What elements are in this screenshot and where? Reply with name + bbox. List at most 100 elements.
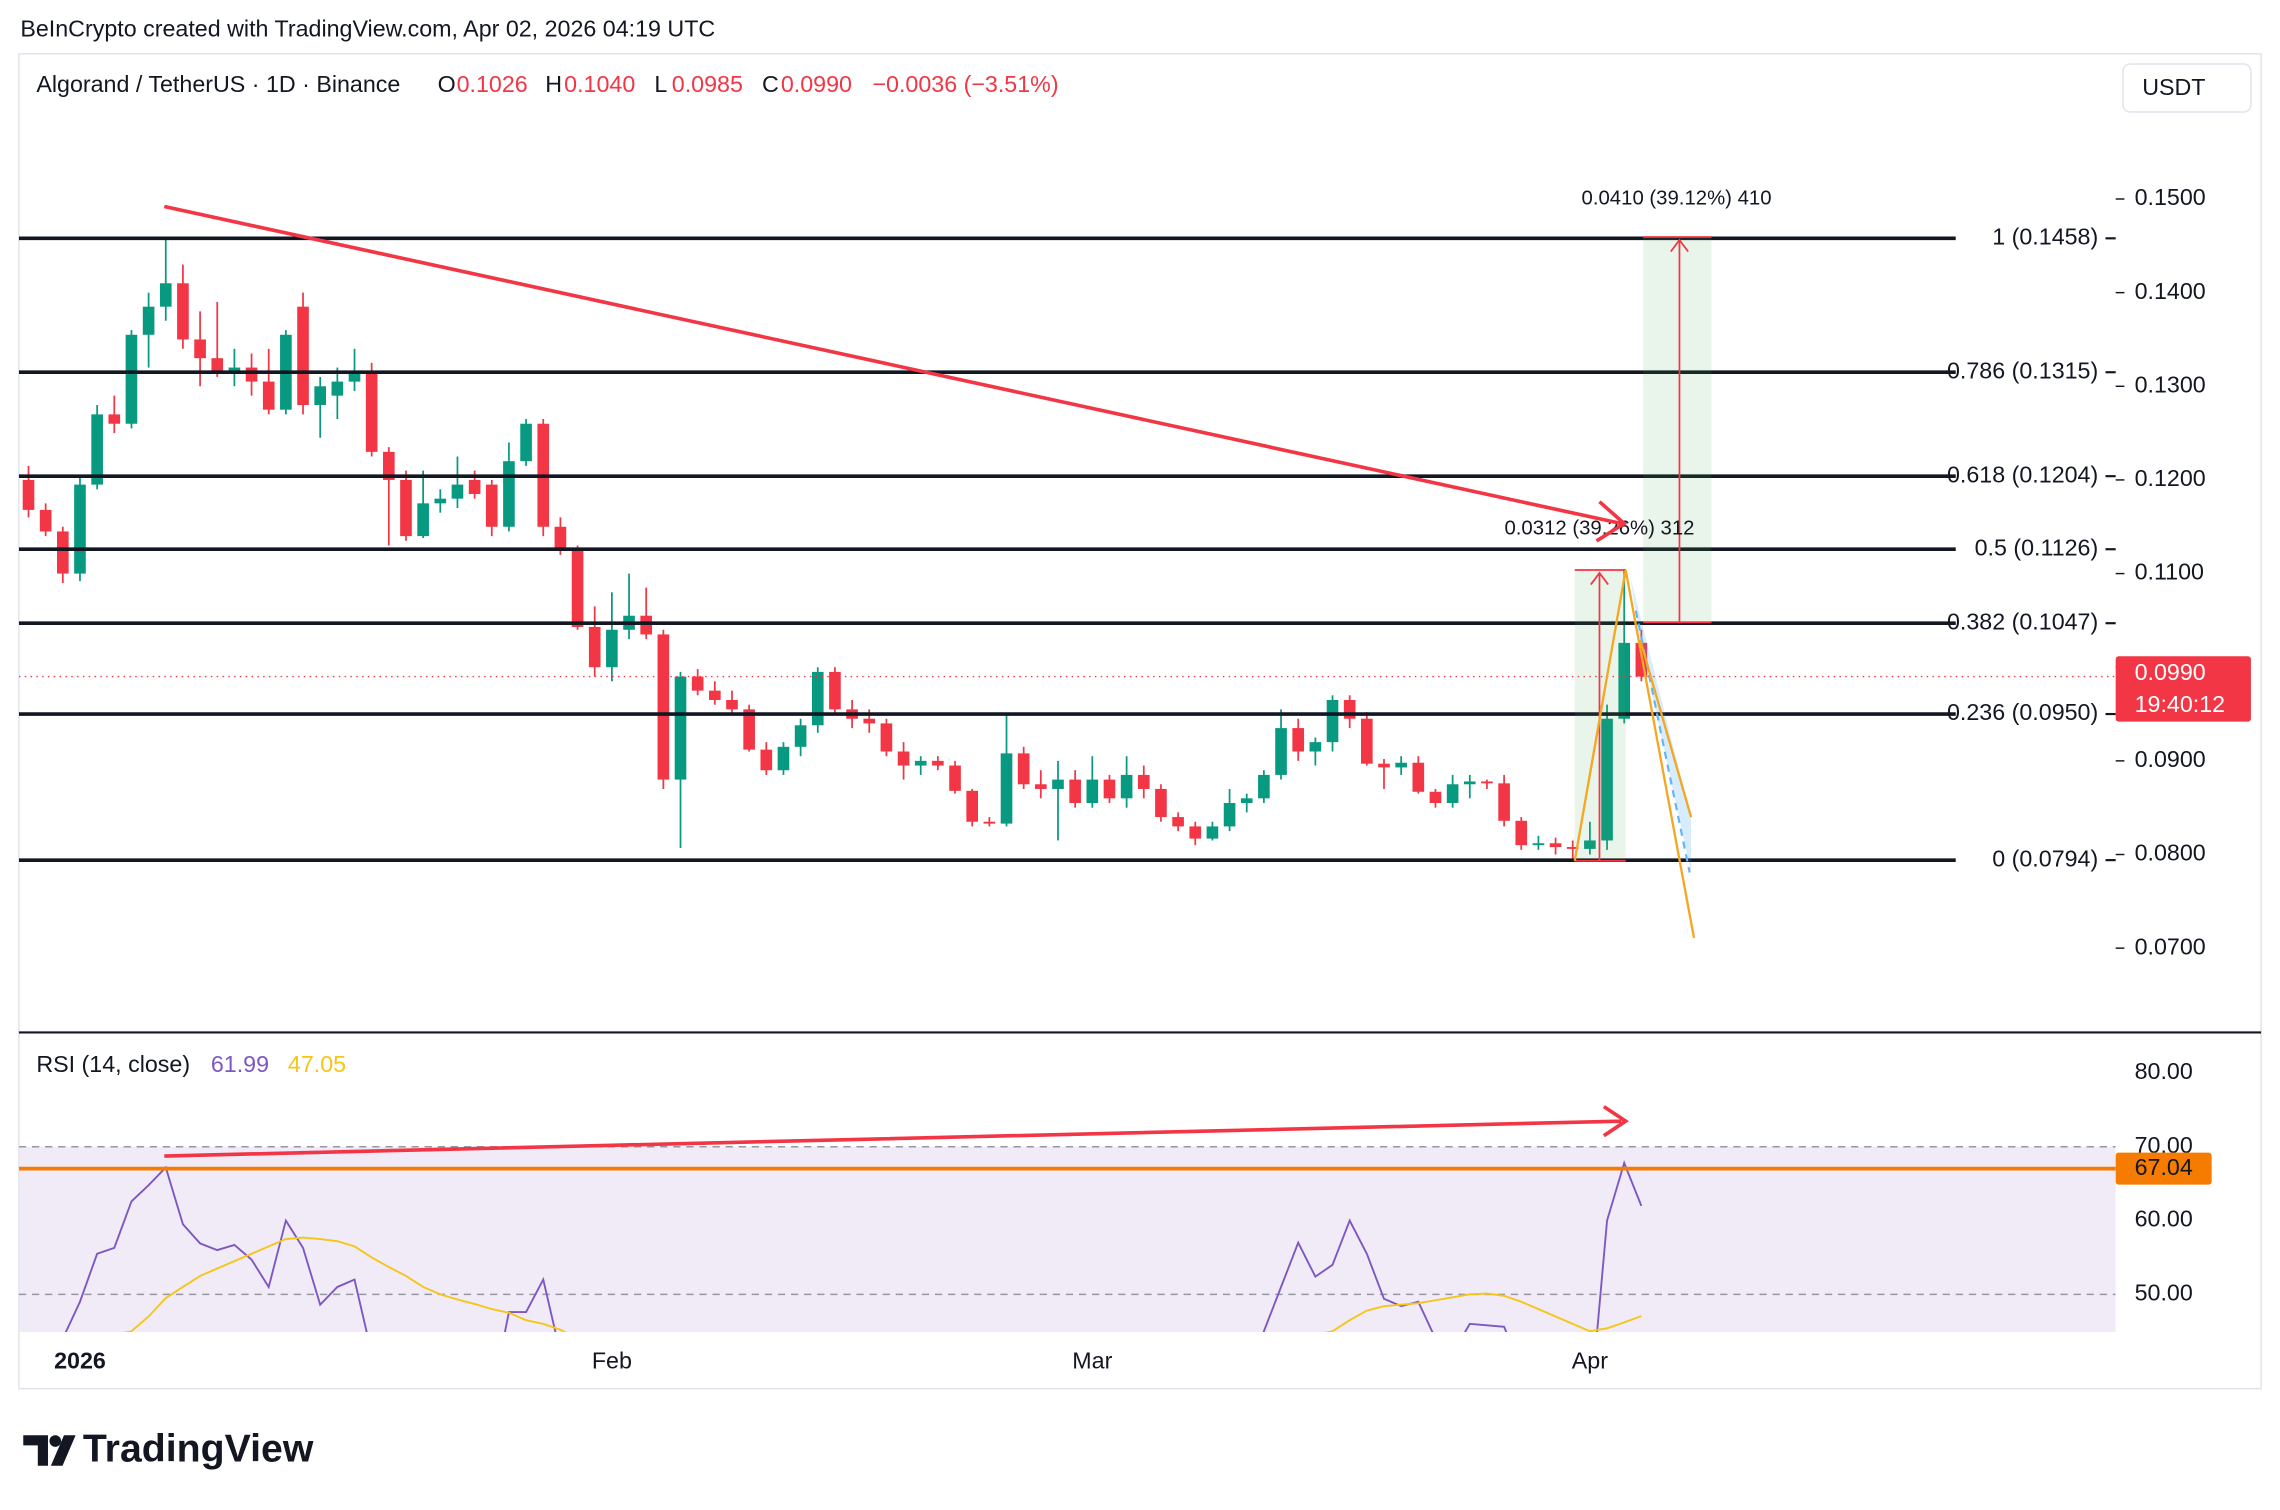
- x-tick-label: Apr: [1572, 1348, 1608, 1374]
- candle-body: [1326, 699, 1339, 743]
- candle-body: [863, 718, 876, 724]
- projection-fill: [1630, 575, 1692, 873]
- candle-body: [777, 746, 790, 771]
- time-axis: 2026 Feb Mar Apr: [54, 1348, 1608, 1374]
- last-price-box: [2115, 656, 2251, 722]
- candle-body: [1292, 728, 1305, 752]
- candle-body: [691, 676, 704, 691]
- candle-body: [177, 283, 189, 340]
- drawings: 0.0410 (39.12%) 410 0.0312 (39.26%) 312: [163, 188, 1772, 939]
- x-tick-label: Feb: [592, 1348, 632, 1374]
- countdown: 19:40:12: [2135, 691, 2226, 717]
- candle-body: [1017, 753, 1030, 785]
- candle-body: [1343, 699, 1356, 719]
- ohlc-key: O: [438, 71, 456, 97]
- candle-body: [142, 306, 155, 335]
- candle-body: [22, 479, 35, 510]
- candle-body: [262, 381, 275, 410]
- y-tick-label: 0.0900: [2135, 746, 2206, 772]
- candle-body: [1309, 742, 1322, 752]
- measure-box: [1643, 237, 1712, 623]
- ohlc-value: 0.0985: [672, 71, 743, 97]
- candle-body: [1395, 762, 1407, 768]
- fib-label: 0.236 (0.0950): [1947, 699, 2098, 725]
- candle-body: [880, 723, 893, 752]
- candle-body: [949, 765, 961, 791]
- y-tick-label: 0.1100: [2135, 559, 2204, 585]
- attribution: BeInCrypto created with TradingView.com,…: [20, 16, 715, 42]
- candle-body: [811, 671, 824, 726]
- candle-body: [1206, 826, 1219, 839]
- candle-body: [1446, 784, 1459, 804]
- measure-label: 0.0410 (39.12%) 410: [1582, 188, 1772, 210]
- candle-body: [1481, 781, 1493, 784]
- candle-body: [1069, 779, 1081, 804]
- candle-body: [726, 699, 738, 710]
- candle-body: [314, 386, 327, 406]
- trendline: [163, 204, 1622, 526]
- y-tick-label: 80.00: [2135, 1058, 2193, 1084]
- currency[interactable]: USDT: [2142, 74, 2205, 100]
- rsi-title: RSI (14, close): [36, 1051, 190, 1077]
- ohlc-value: 0.1040: [564, 71, 635, 97]
- y-tick-label: 0.1400: [2135, 278, 2206, 304]
- ohlc-value: 0.1026: [457, 71, 528, 97]
- y-tick-label: 50.00: [2135, 1279, 2193, 1305]
- y-tick-label: 0.1500: [2135, 184, 2206, 210]
- candle-body: [1035, 784, 1047, 789]
- candle-body: [966, 790, 979, 822]
- candle-body: [674, 676, 687, 780]
- measure-arrow: [1670, 238, 1689, 623]
- rsi-pane: [18, 1146, 2116, 1332]
- candle-body: [1618, 642, 1631, 719]
- candle-body: [709, 690, 721, 700]
- candle-body: [159, 283, 172, 307]
- candle-body: [400, 479, 412, 537]
- candle-body: [1463, 781, 1476, 785]
- fib-label: 0.5 (0.1126): [1975, 534, 2099, 560]
- candle-body: [228, 367, 241, 373]
- x-tick-label: 2026: [54, 1348, 106, 1374]
- candle-body: [794, 725, 807, 747]
- y-tick-label: 0.0800: [2135, 840, 2206, 866]
- ohlc-key: L: [654, 71, 667, 97]
- candle-body: [125, 334, 138, 424]
- candle-body: [657, 634, 670, 780]
- y-tick-label: 0.1300: [2135, 371, 2206, 397]
- candle-body: [829, 671, 841, 710]
- candle-body: [1361, 718, 1373, 764]
- candle-body: [1515, 820, 1528, 846]
- candle-body: [760, 749, 773, 771]
- price-axis: 0.15000.14000.13000.12000.11000.10000.09…: [1947, 184, 2251, 959]
- fib-label: 0.786 (0.1315): [1947, 357, 2098, 383]
- candle-body: [91, 414, 103, 485]
- candle-body: [932, 760, 944, 766]
- candle-body: [520, 423, 532, 462]
- hline-box: [2115, 1152, 2212, 1185]
- rsi-band: [18, 1146, 2116, 1332]
- currency-button[interactable]: [2122, 63, 2252, 113]
- candle-body: [245, 367, 258, 382]
- candle-body: [897, 751, 910, 766]
- candle-body: [194, 339, 206, 359]
- candle-body: [743, 709, 755, 750]
- candle-body: [1155, 788, 1167, 818]
- rsi-value: 61.99: [211, 1051, 269, 1077]
- rsi-trendline: [164, 1105, 1629, 1158]
- projection-lines: [1573, 569, 1696, 939]
- candle-body: [1498, 783, 1510, 821]
- y-tick-label: 0.0700: [2135, 933, 2206, 959]
- candle-body: [1532, 843, 1545, 846]
- candle-body: [1240, 798, 1253, 804]
- rsi-line: [123, 1236, 1642, 1332]
- fib-label: 0.382 (0.1047): [1947, 608, 2098, 634]
- last-price-label: 0.0990: [2135, 659, 2206, 685]
- candle-body: [1412, 762, 1425, 792]
- candle-body: [1120, 774, 1133, 799]
- rsi-ma-value: 47.05: [288, 1051, 346, 1077]
- candle-body: [331, 381, 344, 396]
- y-tick-label: 60.00: [2135, 1206, 2193, 1232]
